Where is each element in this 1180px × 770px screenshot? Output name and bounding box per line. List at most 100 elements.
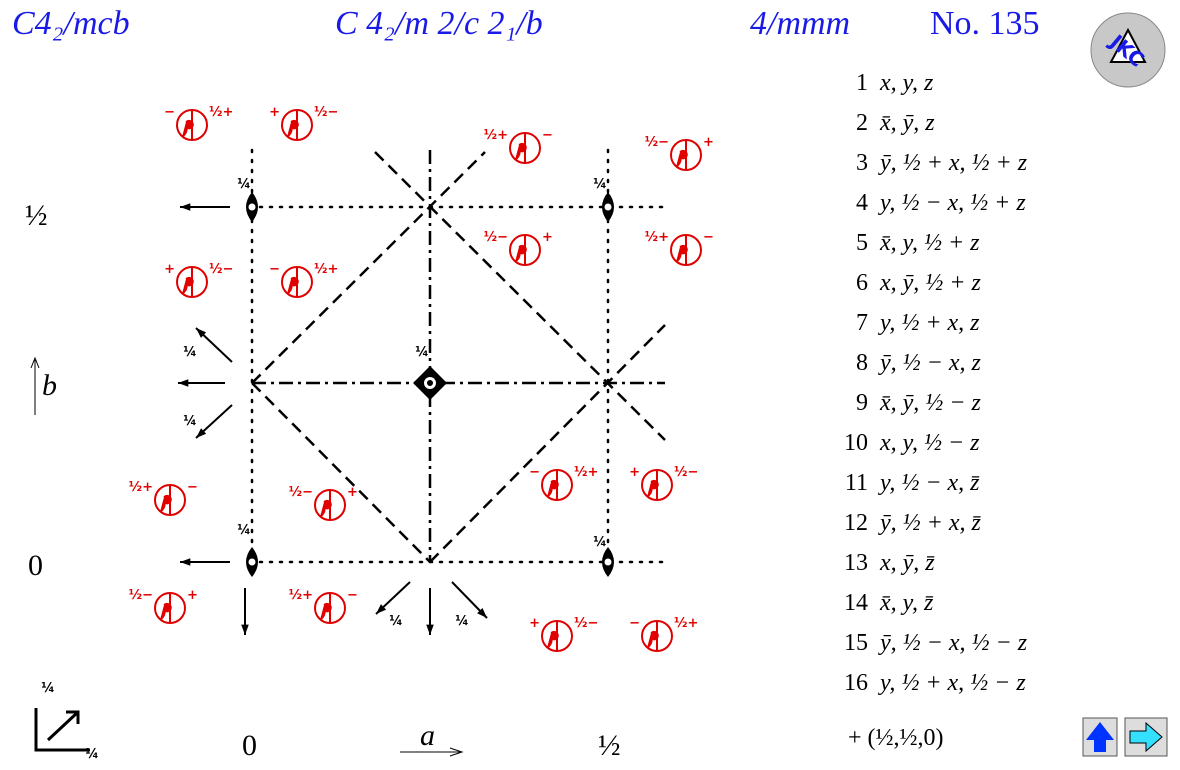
operation-number: 1 — [856, 70, 868, 96]
dash-dot-lines — [252, 150, 665, 562]
arrow-head — [241, 624, 249, 635]
a-half: ½ — [598, 729, 621, 762]
position-comma — [646, 630, 659, 649]
position-symbol: − ½+ — [529, 465, 598, 501]
position-left-sign: + — [164, 262, 175, 277]
operation-number: 11 — [845, 470, 868, 496]
height-label: ¼ — [455, 614, 468, 629]
operation: y, ½ − x, ½ + z — [878, 190, 1026, 216]
full-symbol: C 4₂/m 2/c 2₁/b — [335, 5, 543, 42]
operation: y, ½ − x, z̄ — [878, 470, 980, 496]
point-group: 4/mmm — [750, 5, 850, 42]
position-left-sign: ½+ — [645, 230, 669, 245]
position-right-sign: ½− — [314, 105, 338, 120]
symmetry-symbols: − ½+ + ½−½+ − ½− +½− + ½+ −+ ½− − ½+½+ − ½− +− ½+ + ½−½− + ½… — [41, 105, 714, 762]
logo: JKC — [1090, 12, 1166, 88]
height-label: ¼ — [593, 535, 606, 550]
position-left-sign: ½− — [129, 588, 153, 603]
nav-next[interactable] — [1124, 717, 1168, 757]
operation: x, ȳ, z̄ — [879, 550, 935, 576]
two-fold-dot — [248, 558, 256, 566]
position-left-sign: ½− — [645, 135, 669, 150]
height-label: ¼ — [237, 177, 250, 192]
position-right-sign: + — [187, 588, 198, 603]
position-comma — [319, 499, 332, 518]
operation-number: 5 — [856, 230, 868, 256]
dashed-line — [251, 382, 431, 563]
position-right-sign: ½+ — [209, 105, 233, 120]
position-left-sign: − — [164, 105, 175, 120]
position-comma — [286, 276, 299, 295]
operation-number: 4 — [856, 190, 868, 216]
operation: ȳ, ½ − x, ½ − z — [878, 630, 1028, 656]
position-left-sign: + — [269, 105, 280, 120]
operation: x, y, ½ − z — [879, 430, 980, 456]
position-symbol: − ½+ — [164, 105, 233, 141]
position-right-sign: ½− — [674, 465, 698, 480]
position-comma — [546, 479, 559, 498]
dashed-line — [374, 151, 666, 441]
position-left-sign: ½− — [289, 485, 313, 500]
position-symbol: ½− + — [129, 588, 198, 624]
position-comma — [159, 494, 172, 513]
position-right-sign: + — [347, 485, 358, 500]
b-label: b — [42, 369, 57, 402]
legend-arrow — [46, 710, 80, 742]
operation-number: 9 — [856, 390, 868, 416]
logo-triangle — [1109, 27, 1147, 63]
arrow-head — [477, 607, 487, 618]
b-half: ½ — [25, 199, 48, 232]
position-right-sign: − — [703, 230, 714, 245]
legend-axes — [34, 708, 90, 752]
operation-number: 2 — [856, 110, 868, 136]
short-symbol: C4₂/mcb — [12, 5, 130, 42]
nav-up[interactable] — [1082, 717, 1118, 757]
operation-number: 12 — [844, 510, 868, 536]
operation-number: 14 — [844, 590, 868, 616]
position-comma — [319, 602, 332, 621]
height-label: ¼ — [593, 177, 606, 192]
nav-next-icon — [1129, 721, 1163, 753]
position-comma — [675, 244, 688, 263]
two-fold-dot — [604, 203, 612, 211]
operation: x̄, y, z̄ — [879, 590, 934, 616]
position-left-sign: + — [629, 465, 640, 480]
position-comma — [514, 244, 527, 263]
operation: x, y, z — [879, 70, 934, 96]
position-left-sign: − — [629, 616, 640, 631]
arrow-head — [180, 558, 191, 566]
group-number: No. 135 — [930, 5, 1040, 42]
arrow-head — [426, 624, 434, 635]
nav-up-icon — [1086, 722, 1114, 752]
position-left-sign: ½+ — [484, 128, 508, 143]
operation: ȳ, ½ + x, z̄ — [878, 510, 982, 536]
position-right-sign: − — [347, 588, 358, 603]
height-label: ¼ — [41, 681, 54, 696]
arrow-head — [180, 203, 191, 211]
position-left-sign: + — [529, 616, 540, 631]
position-right-sign: ½− — [209, 262, 233, 277]
two-fold-dot — [248, 203, 256, 211]
position-comma — [181, 276, 194, 295]
position-right-sign: + — [542, 230, 553, 245]
height-label: ¼ — [183, 345, 196, 360]
dashed-lines — [251, 151, 666, 563]
operation-number: 6 — [856, 270, 868, 296]
position-comma — [546, 630, 559, 649]
height-label: ¼ — [237, 523, 250, 538]
position-symbol: ½− + — [484, 230, 553, 266]
position-symbol: + ½− — [269, 105, 338, 141]
b-arrow-head — [30, 356, 40, 369]
operation: ȳ, ½ − x, z — [878, 350, 982, 376]
a-arrow-head — [449, 747, 464, 757]
position-comma — [514, 142, 527, 161]
position-symbol: ½− + — [645, 135, 714, 171]
position-comma — [675, 149, 688, 168]
position-symbol: ½+ − — [289, 588, 358, 624]
b-zero: 0 — [28, 549, 43, 582]
position-right-sign: ½+ — [674, 616, 698, 631]
position-right-sign: ½+ — [314, 262, 338, 277]
operation: x̄, y, ½ + z — [879, 230, 980, 256]
